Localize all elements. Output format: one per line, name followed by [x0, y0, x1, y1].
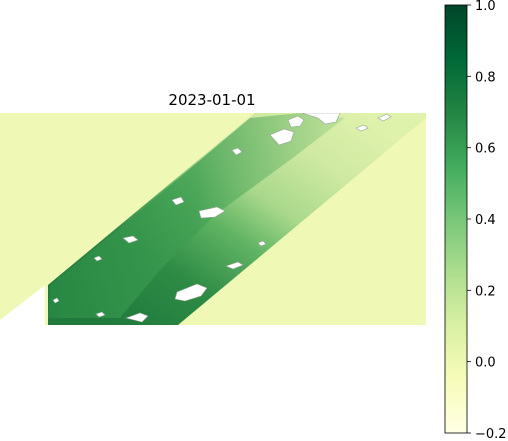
colorbar: −0.2 0.0 0.2 0.4 0.6 0.8 1.0 — [444, 0, 507, 441]
nodata-wedge — [0, 285, 45, 325]
swath-dense — [48, 113, 345, 318]
colorbar-gradient — [444, 4, 468, 434]
colorbar-tick-label: 1.0 — [475, 0, 496, 14]
colorbar-tick-label: 0.2 — [475, 284, 496, 299]
colorbar-tick-label: 0.4 — [475, 213, 496, 228]
chart-title: 2023-01-01 — [168, 91, 255, 109]
colorbar-tick-label: −0.2 — [475, 427, 507, 441]
colorbar-tick-label: 0.6 — [475, 142, 496, 157]
colorbar-ticks: −0.2 0.0 0.2 0.4 0.6 0.8 1.0 — [467, 0, 507, 441]
cloud-gaps — [52, 113, 392, 323]
heatmap-raster — [0, 113, 426, 325]
colorbar-tick-label: 0.0 — [475, 356, 496, 371]
colorbar-tick-label: 0.8 — [475, 70, 496, 85]
